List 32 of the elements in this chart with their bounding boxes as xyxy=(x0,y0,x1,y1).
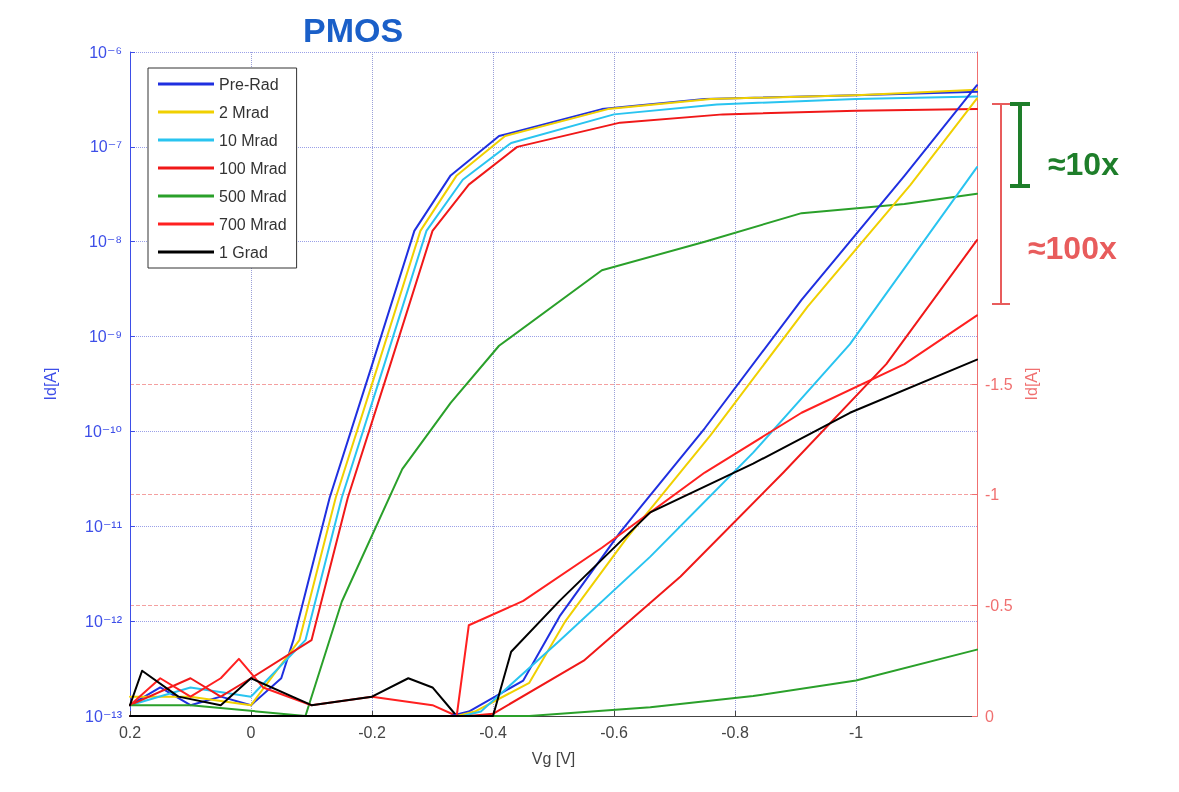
x-tick-label: -0.8 xyxy=(721,723,749,741)
legend-label: 2 Mrad xyxy=(219,103,269,121)
y2-tick-label: 0 xyxy=(985,707,994,725)
x-tick-label: 0.2 xyxy=(118,723,142,741)
legend-label: 1 Grad xyxy=(219,243,268,261)
y-tick-label: 10⁻⁹ xyxy=(88,328,122,346)
y-tick-label: 10⁻⁸ xyxy=(89,233,122,251)
text: ≈10x xyxy=(1048,146,1119,183)
y-tick-label: 10⁻¹³ xyxy=(85,707,123,725)
y-tick-label: 10⁻⁶ xyxy=(89,43,122,61)
x-axis-title: Vg [V] xyxy=(531,749,576,767)
chart-title: PMOS xyxy=(303,11,404,49)
y-tick-label: 10⁻¹⁰ xyxy=(84,422,122,440)
y2-tick-label: -1.5 xyxy=(985,375,1013,393)
x-tick-label: 0 xyxy=(246,723,256,741)
text: ≈100x xyxy=(1028,230,1117,267)
x-tick-label: -1 xyxy=(848,723,864,741)
legend-label: 500 Mrad xyxy=(219,187,287,205)
y-tick-label: 10⁻¹¹ xyxy=(85,517,122,535)
x-tick-label: -0.4 xyxy=(479,723,507,741)
x-tick-label: -0.6 xyxy=(600,723,628,741)
legend-label: 10 Mrad xyxy=(219,131,278,149)
y2-tick-label: -0.5 xyxy=(985,596,1013,614)
y-tick-label: 10⁻⁷ xyxy=(89,138,123,156)
y2-axis-title: Id[A] xyxy=(1022,367,1040,401)
y2-tick-label: -1 xyxy=(985,486,1000,504)
legend-label: 700 Mrad xyxy=(219,215,287,233)
legend-label: Pre-Rad xyxy=(219,75,279,93)
legend-label: 100 Mrad xyxy=(219,159,287,177)
y-tick-label: 10⁻¹² xyxy=(85,612,123,630)
x-tick-label: -0.2 xyxy=(358,723,386,741)
y-axis-title: Id[A] xyxy=(41,367,59,401)
